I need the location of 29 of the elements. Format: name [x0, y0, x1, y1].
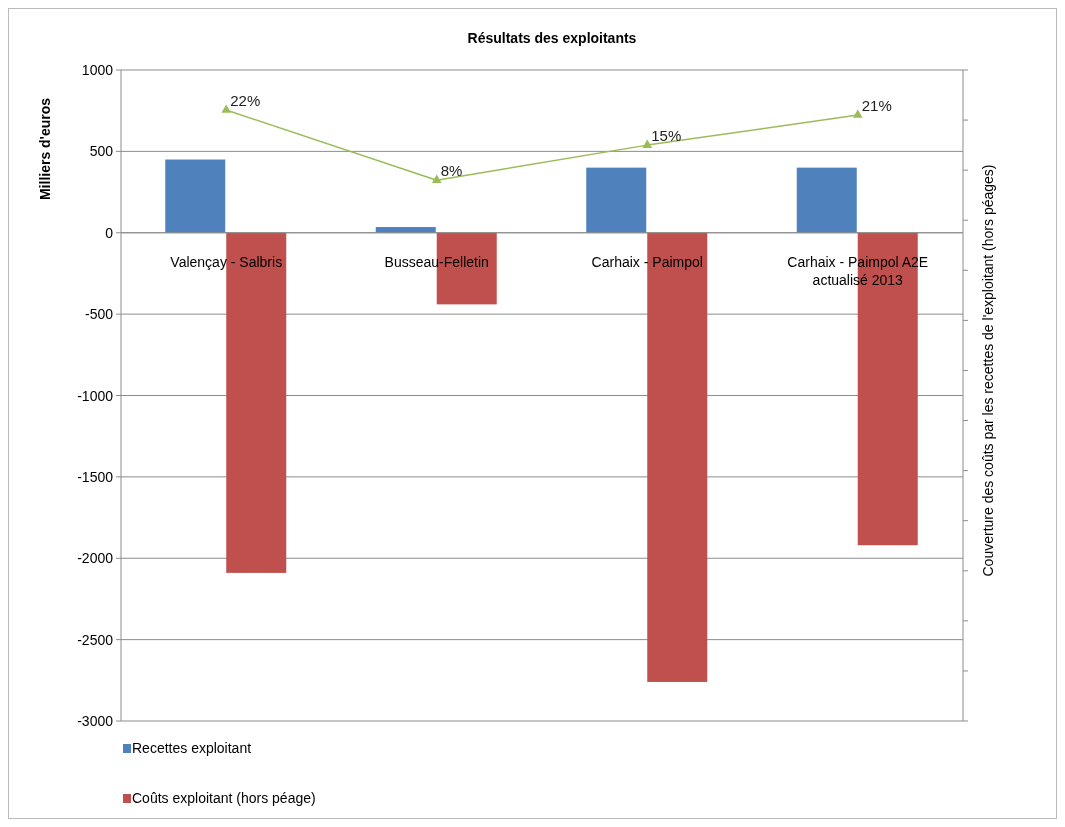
- bar: [226, 232, 287, 573]
- chart-title: Résultats des exploitants: [467, 30, 637, 46]
- point: [642, 139, 653, 148]
- y-tick-label: -2000: [77, 550, 114, 567]
- y-tick-label: -2500: [77, 631, 114, 648]
- legend-label: Coûts exploitant (hors péage): [132, 790, 316, 806]
- bar: [647, 232, 708, 682]
- legend-label: Recettes exploitant: [132, 740, 252, 756]
- data-label: 15%: [651, 127, 682, 145]
- y2-axis-title: Couverture des coûts par les recettes de l'exploitant (hors péages): [980, 164, 996, 577]
- data-label: 21%: [861, 97, 892, 115]
- y-axis-title: Milliers d'euros: [37, 97, 53, 201]
- y-tick-label: 1000: [81, 62, 114, 78]
- x-tick-label: Valençay - Salbris: [170, 253, 283, 270]
- y-tick-label: -500: [84, 306, 114, 323]
- point: [221, 104, 232, 113]
- bar: [165, 159, 226, 233]
- x-tick-label: Carhaix - Paimpol: [591, 253, 703, 270]
- bar: [796, 167, 857, 233]
- y-tick-label: 0: [105, 224, 114, 241]
- point: [431, 174, 442, 183]
- point: [852, 109, 863, 118]
- y-tick-label: -1000: [77, 387, 114, 404]
- data-label: 22%: [230, 92, 261, 110]
- y-tick-label: -1500: [77, 468, 114, 485]
- data-label: 8%: [440, 162, 463, 180]
- y-tick-label: -3000: [77, 713, 114, 729]
- bar: [586, 167, 647, 233]
- y-tick-label: 500: [89, 143, 114, 160]
